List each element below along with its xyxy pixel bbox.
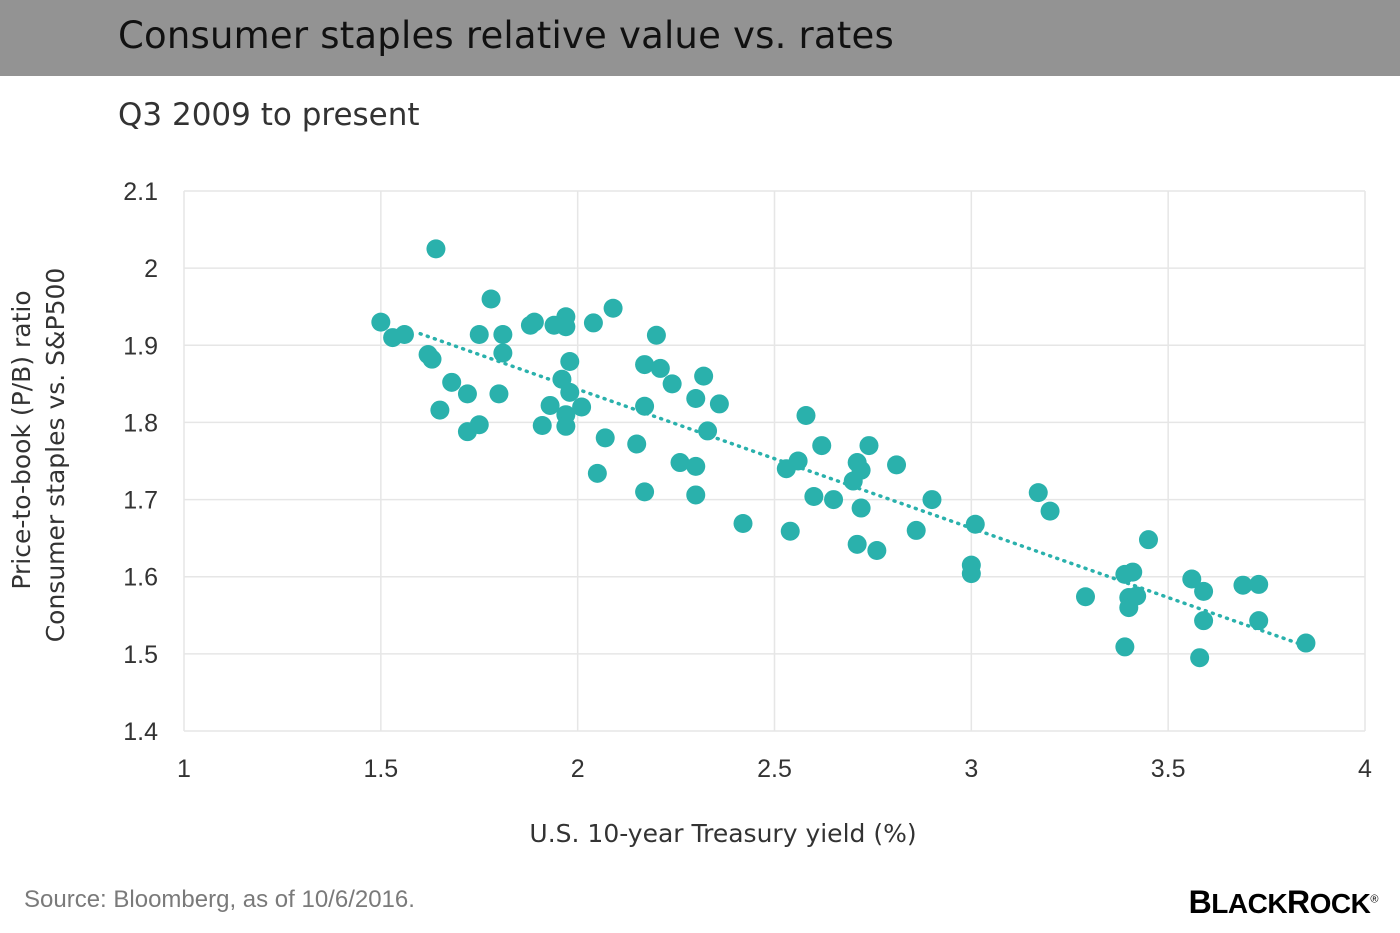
y-tick-label: 2.1 (123, 178, 158, 206)
y-axis-ticks: 1.4 1.5 1.6 1.7 1.8 1.9 2 2.1 (123, 178, 158, 746)
data-point (627, 434, 647, 454)
chart-subtitle: Q3 2009 to present (118, 97, 420, 133)
data-point (635, 482, 655, 502)
source-note: Source: Bloomberg, as of 10/6/2016. (24, 886, 415, 913)
y-tick-label: 2 (144, 255, 158, 283)
data-point (394, 324, 414, 344)
brand-logo: BLACKROCK® (1188, 884, 1379, 920)
x-tick-label: 3.5 (1151, 755, 1186, 783)
y-tick-label: 1.4 (123, 718, 158, 746)
data-point (422, 349, 442, 369)
data-point (587, 463, 607, 483)
data-point (804, 486, 824, 506)
data-point (540, 395, 560, 415)
data-point (493, 343, 513, 363)
y-tick-label: 1.8 (123, 409, 158, 437)
data-point (489, 384, 509, 404)
data-point (1296, 633, 1316, 653)
data-point (686, 456, 706, 476)
data-point (469, 415, 489, 435)
data-point (662, 374, 682, 394)
data-point (1115, 637, 1135, 657)
x-tick-label: 4 (1358, 755, 1372, 783)
x-tick-label: 2.5 (757, 755, 792, 783)
data-point (906, 520, 926, 540)
data-point (560, 351, 580, 371)
data-point (847, 534, 867, 554)
data-point (1249, 574, 1269, 594)
y-axis-title-line1: Price-to-book (P/B) ratio (7, 290, 36, 589)
data-point (824, 490, 844, 510)
data-point (646, 325, 666, 345)
data-point (961, 564, 981, 584)
data-point (796, 405, 816, 425)
data-point (603, 298, 623, 318)
data-point (481, 289, 501, 309)
data-point (1028, 483, 1048, 503)
data-point (371, 312, 391, 332)
data-point (572, 397, 592, 417)
data-point (851, 498, 871, 518)
data-point (1249, 611, 1269, 631)
data-point (698, 421, 718, 441)
data-point (686, 485, 706, 505)
data-point (560, 382, 580, 402)
data-point (430, 400, 450, 420)
header-bar (0, 0, 1400, 76)
data-point (635, 355, 655, 375)
chart-title: Consumer staples relative value vs. rate… (118, 14, 894, 57)
data-point (1040, 501, 1060, 521)
data-point (469, 324, 489, 344)
data-point (556, 317, 576, 337)
x-tick-label: 3 (964, 755, 978, 783)
data-points (371, 239, 1316, 668)
data-point (1194, 581, 1214, 601)
data-point (1182, 569, 1202, 589)
data-point (442, 372, 462, 392)
data-point (457, 384, 477, 404)
data-point (1127, 586, 1147, 606)
data-point (694, 366, 714, 386)
data-point (595, 428, 615, 448)
x-tick-label: 1 (177, 755, 191, 783)
x-axis-ticks: 1 1.5 2 2.5 3 3.5 4 (177, 755, 1372, 783)
data-point (426, 239, 446, 259)
data-point (650, 358, 670, 378)
data-point (965, 514, 985, 534)
data-point (709, 394, 729, 414)
x-axis-title: U.S. 10-year Treasury yield (%) (529, 819, 916, 848)
data-point (1194, 611, 1214, 631)
data-point (532, 416, 552, 436)
data-point (583, 313, 603, 333)
data-point (851, 460, 871, 480)
x-tick-label: 1.5 (363, 755, 398, 783)
data-point (887, 455, 907, 475)
y-axis-title-line2: Consumer staples vs. S&P500 (41, 268, 70, 643)
x-tick-label: 2 (571, 755, 585, 783)
data-point (686, 389, 706, 409)
data-point (524, 312, 544, 332)
data-point (859, 436, 879, 456)
data-point (1123, 562, 1143, 582)
data-point (493, 324, 513, 344)
data-point (733, 513, 753, 533)
y-tick-label: 1.9 (123, 332, 158, 360)
data-point (670, 453, 690, 473)
data-point (867, 540, 887, 560)
y-tick-label: 1.5 (123, 641, 158, 669)
grid (183, 190, 1366, 732)
data-point (1190, 648, 1210, 668)
y-tick-label: 1.7 (123, 487, 158, 515)
data-point (1233, 575, 1253, 595)
data-point (780, 521, 800, 541)
data-point (635, 396, 655, 416)
data-point (1138, 530, 1158, 550)
data-point (922, 490, 942, 510)
data-point (1075, 587, 1095, 607)
data-point (788, 451, 808, 471)
y-tick-label: 1.6 (123, 564, 158, 592)
data-point (812, 436, 832, 456)
data-point (556, 416, 576, 436)
